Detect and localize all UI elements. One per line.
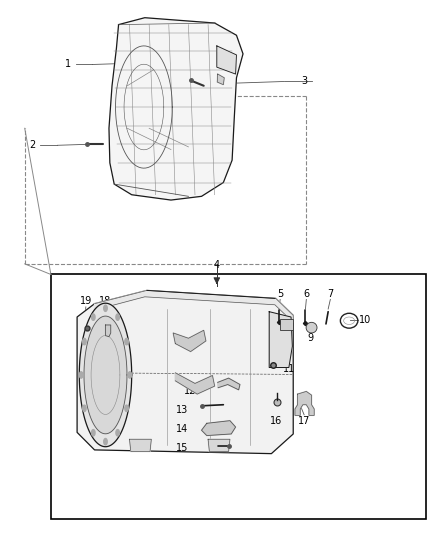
Text: 11: 11: [283, 364, 295, 374]
Text: 17: 17: [298, 416, 311, 426]
Ellipse shape: [92, 430, 95, 436]
Polygon shape: [77, 290, 293, 454]
Text: 6: 6: [303, 289, 309, 299]
Ellipse shape: [306, 322, 317, 333]
Text: 13: 13: [176, 405, 188, 415]
Text: 7: 7: [327, 289, 333, 299]
Polygon shape: [217, 74, 224, 85]
Text: 15: 15: [176, 443, 188, 453]
Polygon shape: [130, 439, 151, 451]
Ellipse shape: [125, 405, 128, 411]
Polygon shape: [269, 312, 292, 368]
Polygon shape: [106, 325, 111, 337]
Ellipse shape: [104, 439, 107, 445]
Polygon shape: [84, 316, 127, 434]
Text: 8: 8: [282, 333, 288, 343]
Ellipse shape: [116, 430, 120, 436]
Text: 19: 19: [80, 296, 92, 306]
Text: 3: 3: [301, 77, 307, 86]
Text: 16: 16: [270, 416, 282, 426]
Polygon shape: [95, 290, 293, 322]
Text: 9: 9: [307, 333, 314, 343]
Ellipse shape: [83, 338, 86, 345]
Text: 14: 14: [176, 424, 188, 434]
Ellipse shape: [79, 372, 83, 378]
Polygon shape: [79, 303, 132, 447]
Text: 18: 18: [99, 296, 112, 306]
Text: 10: 10: [359, 314, 371, 325]
Bar: [51, 274, 426, 519]
Text: 2: 2: [29, 140, 35, 150]
Ellipse shape: [116, 314, 120, 320]
Polygon shape: [173, 330, 206, 352]
Text: 1: 1: [65, 60, 71, 69]
Bar: [280, 319, 293, 330]
Ellipse shape: [128, 372, 131, 378]
Polygon shape: [175, 373, 215, 394]
Ellipse shape: [83, 405, 86, 411]
Polygon shape: [109, 18, 243, 200]
Polygon shape: [201, 421, 236, 435]
Polygon shape: [218, 378, 240, 390]
Text: 4: 4: [214, 261, 220, 270]
Ellipse shape: [125, 338, 128, 345]
Ellipse shape: [104, 305, 107, 311]
Polygon shape: [217, 46, 237, 74]
Polygon shape: [295, 391, 314, 415]
Text: 5: 5: [277, 289, 283, 299]
Text: 12: 12: [184, 386, 197, 397]
Ellipse shape: [92, 314, 95, 320]
Polygon shape: [208, 439, 230, 451]
